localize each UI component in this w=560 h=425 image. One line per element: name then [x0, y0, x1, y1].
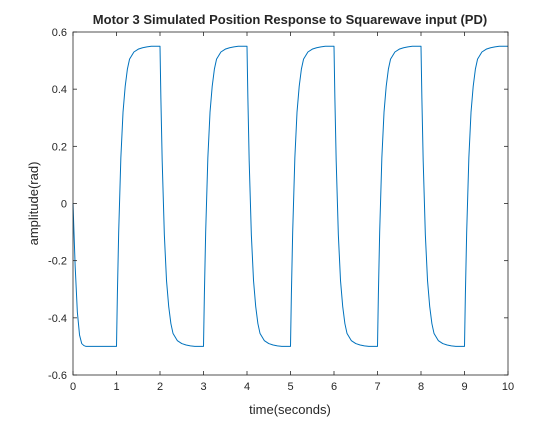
- x-tick-label: 2: [157, 381, 163, 393]
- y-axis-label: amplitude(rad): [26, 162, 41, 246]
- x-axis-ticks: 0 1 2 3 4 5 6 7 8 9 10: [70, 32, 514, 393]
- x-axis-label: time(seconds): [249, 402, 331, 417]
- x-tick-label: 3: [200, 381, 206, 393]
- y-tick-label: 0.6: [52, 27, 67, 39]
- chart-title: Motor 3 Simulated Position Response to S…: [93, 12, 487, 27]
- y-tick-label: -0.6: [48, 370, 67, 382]
- x-tick-label: 7: [374, 381, 380, 393]
- y-tick-label: 0.4: [52, 84, 67, 96]
- y-tick-label: -0.2: [48, 256, 67, 268]
- y-axis-ticks: -0.6 -0.4 -0.2 0 0.2 0.4 0.6: [48, 27, 508, 382]
- series-line-0: [72, 45, 508, 347]
- x-tick-label: 10: [502, 381, 514, 393]
- x-tick-label: 1: [113, 381, 119, 393]
- x-tick-label: 5: [287, 381, 293, 393]
- x-tick-label: 6: [331, 381, 337, 393]
- y-tick-label: 0: [61, 199, 67, 211]
- y-tick-label: 0.2: [52, 141, 67, 153]
- x-tick-label: 9: [461, 381, 467, 393]
- y-tick-label: -0.4: [48, 313, 67, 325]
- x-tick-label: 8: [418, 381, 424, 393]
- series-layer: [72, 45, 508, 347]
- x-tick-label: 4: [244, 381, 250, 393]
- x-tick-label: 0: [70, 381, 76, 393]
